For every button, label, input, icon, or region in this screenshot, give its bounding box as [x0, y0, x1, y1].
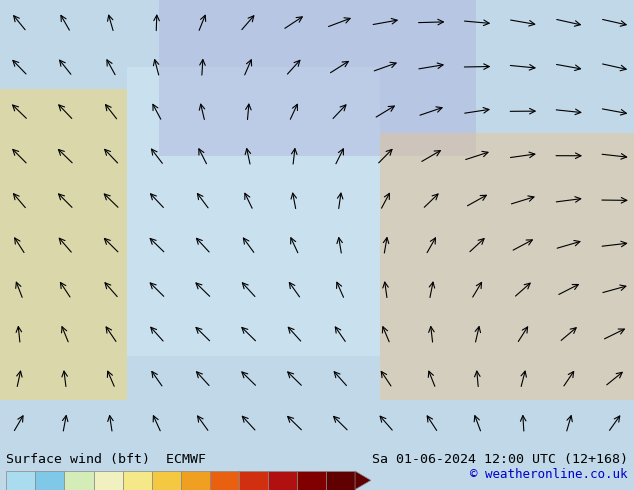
Bar: [239, 471, 268, 490]
Bar: [122, 471, 152, 490]
Bar: [6, 471, 36, 490]
Bar: [0, 89, 127, 400]
Bar: [297, 471, 326, 490]
Bar: [268, 471, 297, 490]
Text: Sa 01-06-2024 12:00 UTC (12+168): Sa 01-06-2024 12:00 UTC (12+168): [372, 453, 628, 466]
Polygon shape: [355, 471, 371, 490]
Bar: [210, 471, 239, 490]
Bar: [181, 471, 210, 490]
Text: © weatheronline.co.uk: © weatheronline.co.uk: [470, 468, 628, 481]
Bar: [158, 0, 476, 156]
Bar: [326, 471, 355, 490]
Bar: [380, 133, 634, 400]
Bar: [65, 471, 94, 490]
Text: Surface wind (bft)  ECMWF: Surface wind (bft) ECMWF: [6, 453, 206, 466]
Bar: [152, 471, 181, 490]
Bar: [94, 471, 122, 490]
Bar: [36, 471, 65, 490]
Bar: [127, 67, 380, 356]
